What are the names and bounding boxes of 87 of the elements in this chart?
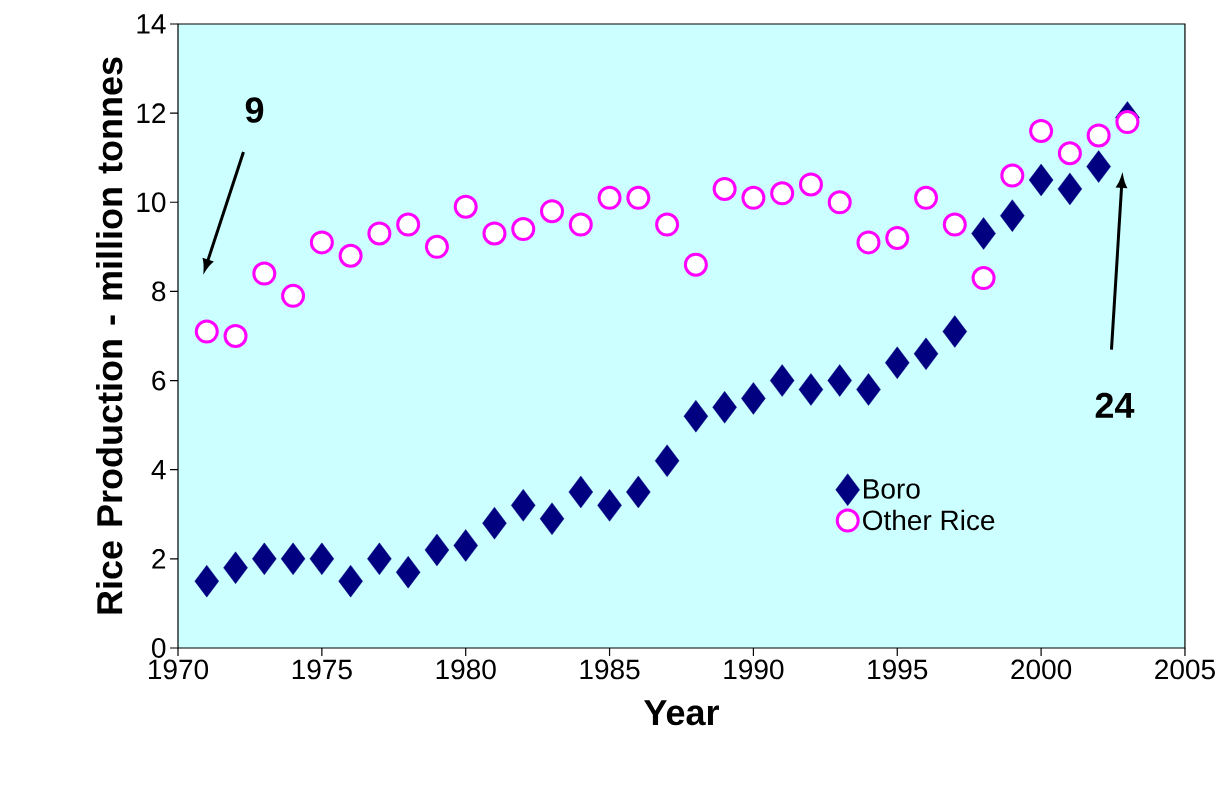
point — [798, 172, 823, 197]
point — [597, 185, 622, 210]
point — [281, 283, 306, 308]
y-tick-label: 4 — [151, 460, 166, 480]
x-tick-label: 2000 — [1011, 659, 1072, 680]
point — [424, 533, 450, 567]
point — [1115, 110, 1140, 135]
point — [1028, 163, 1054, 197]
point — [223, 323, 248, 348]
x-tick-label: 1980 — [436, 659, 496, 680]
point — [683, 400, 709, 433]
point — [971, 217, 996, 250]
point — [511, 489, 536, 522]
point — [252, 261, 277, 286]
point — [856, 373, 881, 406]
point — [770, 181, 795, 206]
point — [712, 176, 737, 201]
y-axis-title: Rice Production - million tonnes — [96, 57, 123, 614]
point — [482, 221, 507, 246]
point — [280, 542, 306, 576]
y-tick-label: 14 — [137, 14, 166, 34]
x-tick-label: 2005 — [1155, 659, 1215, 680]
point — [453, 529, 478, 562]
point — [424, 234, 449, 259]
x-tick-label: 1985 — [580, 659, 640, 680]
point — [568, 475, 593, 509]
point — [626, 475, 651, 509]
point — [367, 542, 392, 576]
point — [597, 489, 622, 522]
point — [654, 444, 680, 477]
x-tick-label: 1990 — [724, 659, 784, 680]
x-tick-label: 1970 — [149, 659, 209, 680]
point — [1086, 123, 1111, 148]
point — [1000, 199, 1025, 232]
point — [827, 190, 852, 215]
point — [338, 243, 363, 268]
x-tick-label: 1975 — [292, 659, 352, 680]
point — [338, 564, 363, 598]
point — [712, 391, 737, 424]
annotation: 9 — [245, 97, 264, 123]
point — [223, 551, 248, 584]
y-tick-label: 12 — [137, 103, 166, 123]
point — [914, 185, 939, 210]
x-axis-title: Year — [644, 700, 719, 726]
point — [798, 373, 824, 406]
point — [827, 364, 852, 397]
point — [194, 564, 219, 598]
y-tick-label: 0 — [152, 638, 166, 658]
point — [309, 230, 334, 255]
point — [511, 217, 536, 242]
legend-label: Boro — [864, 479, 920, 499]
point — [1057, 172, 1083, 206]
point — [396, 212, 421, 237]
point — [971, 266, 996, 291]
y-tick-label: 8 — [152, 281, 166, 302]
point — [741, 185, 766, 210]
point — [683, 252, 708, 277]
legend-label: Other Rice — [863, 509, 995, 531]
point — [1057, 141, 1082, 166]
point — [856, 230, 881, 255]
x-tick-label: 1995 — [868, 659, 928, 680]
y-tick-label: 2 — [152, 549, 166, 569]
point — [367, 221, 392, 246]
point — [194, 319, 219, 344]
point — [626, 185, 651, 210]
point — [885, 346, 910, 379]
point — [568, 212, 593, 237]
point — [252, 542, 277, 576]
y-tick-label: 10 — [137, 192, 166, 213]
point — [1086, 150, 1111, 183]
y-tick-label: 6 — [152, 370, 166, 391]
point — [539, 502, 565, 535]
point — [395, 556, 421, 589]
point — [885, 225, 910, 250]
point — [942, 212, 967, 237]
point — [309, 542, 335, 576]
point — [913, 337, 939, 371]
point — [655, 212, 680, 237]
point — [453, 194, 478, 219]
point — [769, 364, 795, 397]
point — [942, 315, 967, 348]
annotation: 24 — [1095, 392, 1135, 418]
point — [540, 199, 565, 224]
point — [1000, 163, 1025, 188]
point — [1029, 118, 1054, 143]
point — [741, 382, 766, 415]
point — [482, 506, 507, 540]
